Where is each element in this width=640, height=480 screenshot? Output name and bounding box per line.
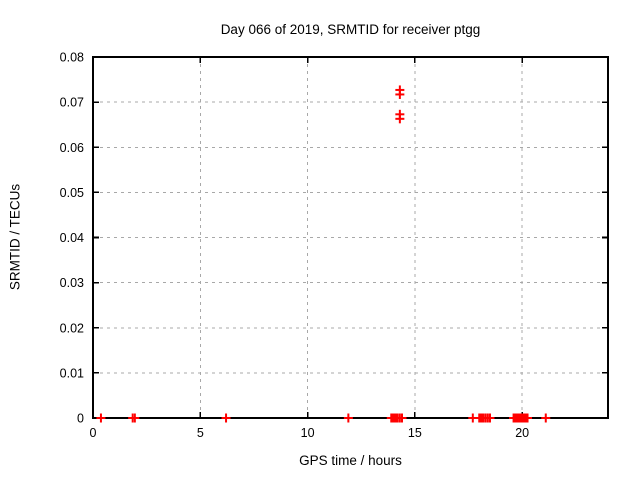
y-tick-label: 0.04 <box>60 231 84 245</box>
x-tick-label: 20 <box>515 426 529 440</box>
y-tick-label: 0.03 <box>60 276 84 290</box>
y-tick-label: 0.05 <box>60 186 84 200</box>
x-tick-label: 15 <box>408 426 422 440</box>
y-tick-label: 0.01 <box>60 366 84 380</box>
y-tick-label: 0.02 <box>60 321 84 335</box>
x-tick-label: 5 <box>197 426 204 440</box>
x-axis-label: GPS time / hours <box>299 453 402 468</box>
chart-title: Day 066 of 2019, SRMTID for receiver ptg… <box>220 22 481 37</box>
y-tick-label: 0.06 <box>60 141 84 155</box>
y-tick-label: 0.07 <box>60 96 84 110</box>
x-tick-label: 10 <box>301 426 315 440</box>
y-axis-label: SRMTID / TECUs <box>7 183 23 291</box>
y-tick-label: 0.08 <box>60 51 84 65</box>
x-tick-label: 0 <box>90 426 97 440</box>
y-tick-label: 0 <box>77 412 84 426</box>
